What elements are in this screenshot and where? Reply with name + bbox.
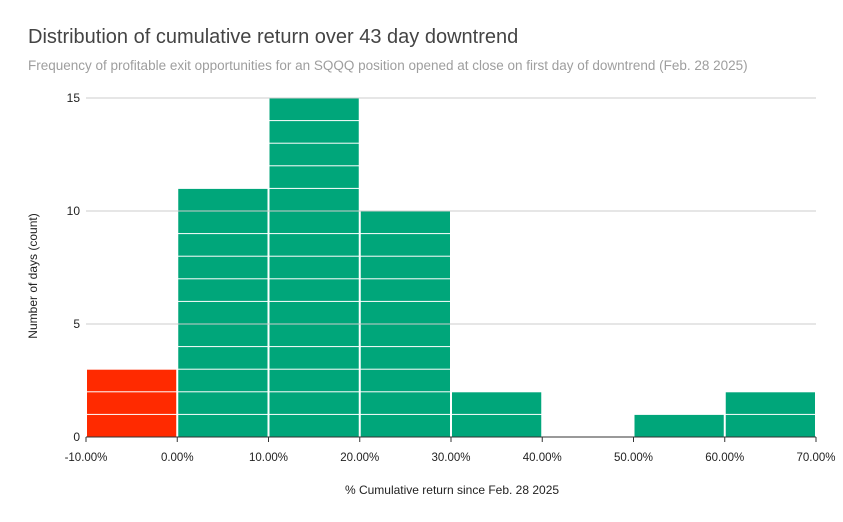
histogram-bar-segment bbox=[269, 392, 359, 414]
chart-title: Distribution of cumulative return over 4… bbox=[28, 26, 519, 48]
histogram-bar-segment bbox=[178, 392, 268, 414]
histogram-bar-segment bbox=[269, 188, 359, 211]
histogram-bar-segment bbox=[452, 414, 542, 437]
histogram-bar-segment bbox=[360, 324, 450, 347]
histogram-bar-segment bbox=[360, 234, 450, 256]
histogram-bar-segment bbox=[634, 414, 724, 437]
histogram-bar-segment bbox=[178, 211, 268, 234]
histogram-bar-segment bbox=[178, 188, 268, 211]
histogram-bar-segment bbox=[360, 392, 450, 414]
histogram-bar-segment bbox=[725, 414, 815, 437]
x-tick-label: 20.00% bbox=[340, 452, 379, 464]
histogram-bar-segment bbox=[269, 98, 359, 121]
histogram-bar-segment bbox=[269, 369, 359, 392]
histogram-bar-segment bbox=[269, 121, 359, 143]
histogram-bar-segment bbox=[269, 279, 359, 301]
histogram-bar-segment bbox=[360, 301, 450, 324]
histogram-bar-segment bbox=[269, 347, 359, 369]
x-tick-label: 60.00% bbox=[705, 452, 744, 464]
histogram-bar-segment bbox=[725, 392, 815, 414]
histogram-bar-segment bbox=[269, 301, 359, 324]
histogram-bar-segment bbox=[178, 414, 268, 437]
histogram-bar-segment bbox=[87, 392, 177, 414]
axes: 0 5 10 15 -10.00% 0.00% 10.00% 20.00% 30.00% 40.0… bbox=[65, 91, 836, 464]
x-tick-label: -10.00% bbox=[65, 452, 108, 464]
x-tick-label: 70.00% bbox=[796, 452, 835, 464]
histogram-bar-segment bbox=[360, 279, 450, 301]
histogram-bar-segment bbox=[178, 234, 268, 256]
y-tick-label: 15 bbox=[67, 91, 81, 105]
x-tick-label: 40.00% bbox=[523, 452, 562, 464]
histogram-bar-segment bbox=[178, 279, 268, 301]
histogram-bar-segment bbox=[178, 256, 268, 279]
histogram-bar-segment bbox=[269, 166, 359, 188]
histogram-bar-segment bbox=[360, 256, 450, 279]
histogram-bar-segment bbox=[360, 211, 450, 234]
histogram-bar-segment bbox=[360, 347, 450, 369]
histogram-bar-segment bbox=[269, 234, 359, 256]
chart-subtitle: Frequency of profitable exit opportuniti… bbox=[28, 58, 748, 73]
histogram-bar-segment bbox=[360, 369, 450, 392]
histogram-bar-segment bbox=[269, 211, 359, 234]
x-tick-label: 0.00% bbox=[161, 452, 194, 464]
x-axis-label: % Cumulative return since Feb. 28 2025 bbox=[345, 483, 559, 497]
histogram-bar-segment bbox=[269, 414, 359, 437]
histogram-bar-segment bbox=[269, 143, 359, 166]
histogram-bar-segment bbox=[269, 256, 359, 279]
histogram-bar-segment bbox=[87, 369, 177, 392]
x-tick-label: 10.00% bbox=[249, 452, 288, 464]
histogram-bar-segment bbox=[360, 414, 450, 437]
histogram-bar-segment bbox=[87, 414, 177, 437]
histogram-bar-segment bbox=[178, 324, 268, 347]
gridlines bbox=[86, 97, 816, 325]
histogram-bar-segment bbox=[178, 301, 268, 324]
y-tick-label: 10 bbox=[67, 204, 81, 218]
y-axis-label: Number of days (count) bbox=[26, 213, 40, 338]
histogram-bar-segment bbox=[178, 347, 268, 369]
histogram-bar-segment bbox=[178, 369, 268, 392]
histogram-bar-segment bbox=[269, 324, 359, 347]
x-tick-label: 30.00% bbox=[431, 452, 470, 464]
y-tick-label: 5 bbox=[73, 317, 80, 331]
histogram-bars bbox=[87, 98, 815, 437]
x-tick-label: 50.00% bbox=[614, 452, 653, 464]
y-tick-label: 0 bbox=[73, 430, 80, 444]
histogram-bar-segment bbox=[452, 392, 542, 414]
